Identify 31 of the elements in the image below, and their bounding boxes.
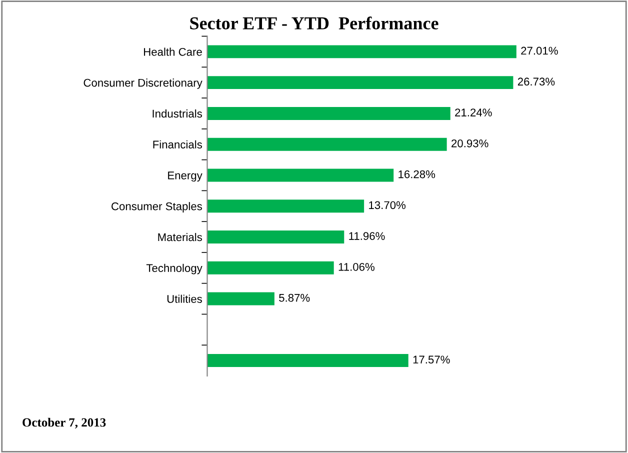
chart-title: Sector ETF - YTD Performance	[190, 16, 438, 30]
y-tick-label: Consumer Staples	[112, 202, 202, 212]
data-label: 11.06%	[338, 263, 374, 271]
bar	[207, 45, 516, 58]
data-label: 27.01%	[521, 46, 558, 55]
data-label: 21.24%	[455, 108, 492, 116]
bar	[207, 354, 408, 368]
data-label: 20.93%	[452, 139, 488, 148]
y-tick-label: Technology	[146, 264, 202, 274]
y-tick-label: Health Care	[144, 48, 202, 56]
y-tick-label: Materials	[158, 232, 202, 242]
bar	[207, 230, 344, 244]
bar	[207, 106, 450, 120]
y-tick-label: Consumer Discretionary	[84, 78, 202, 89]
bar	[207, 200, 364, 213]
bar	[207, 168, 394, 182]
data-label: 17.57%	[413, 356, 450, 364]
text: October 7, 2013	[22, 418, 106, 428]
y-tick-label: Industrials	[152, 109, 202, 118]
data-label: 16.28%	[398, 170, 436, 178]
data-label: 26.73%	[518, 78, 555, 86]
data-label: 11.96%	[349, 232, 385, 240]
bar	[207, 76, 514, 90]
y-tick-label: Energy	[168, 172, 202, 182]
y-tick-label: Utilities	[167, 294, 202, 303]
bar	[207, 261, 334, 274]
bar	[207, 292, 274, 306]
bar	[207, 138, 447, 151]
data-label: 13.70%	[369, 201, 406, 210]
data-label: 5.87%	[279, 294, 310, 302]
y-tick-label: Financials	[153, 140, 202, 148]
